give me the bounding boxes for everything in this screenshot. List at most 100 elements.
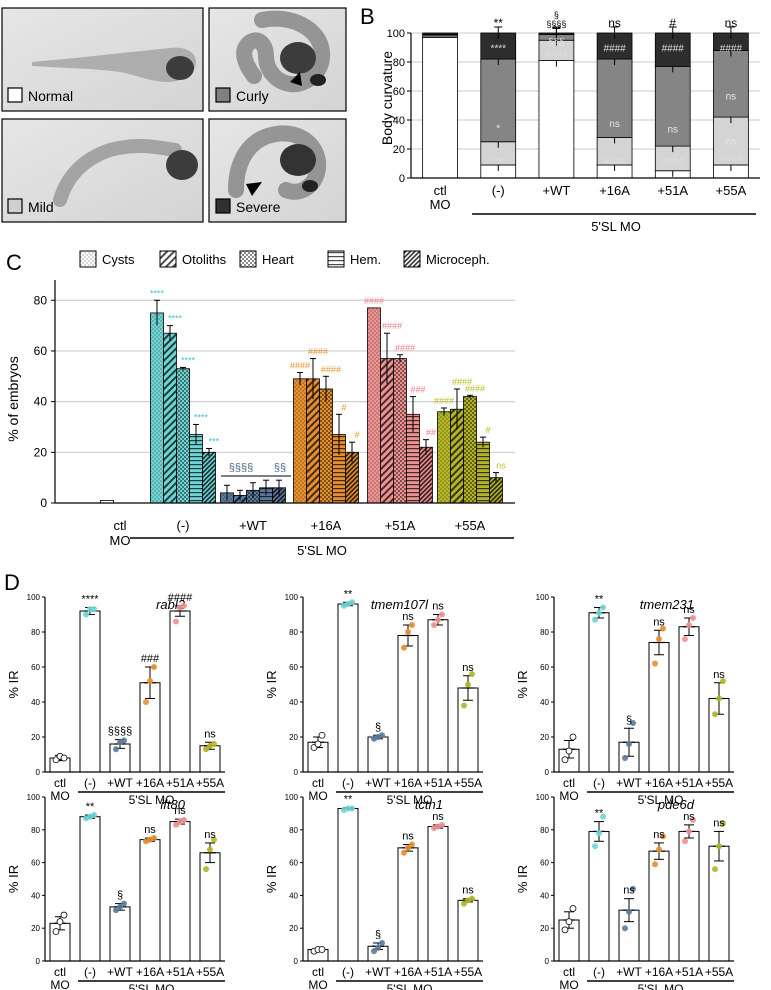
significance-label: **: [344, 794, 353, 806]
bar-segment-curly: [596, 58, 633, 138]
data-point: [121, 737, 127, 744]
significance-label: §§§§: [229, 462, 253, 474]
data-point: [465, 681, 471, 688]
group-label: 5'SL MO: [387, 793, 433, 807]
data-point: [712, 711, 718, 718]
data-point: [469, 895, 475, 902]
bar: [169, 610, 191, 773]
group-label: 5'SL MO: [638, 793, 684, 807]
category-label: ctl: [114, 518, 127, 533]
severe-label: Severe: [236, 199, 281, 215]
significance-label: ####: [382, 321, 402, 331]
significance-label: §: [375, 721, 381, 733]
bar-pattern: [380, 358, 394, 503]
y-tick-label: 40: [34, 395, 48, 409]
category-label: ctl: [312, 776, 324, 790]
category-label: +WT: [365, 965, 391, 979]
data-point: [600, 813, 606, 820]
data-point: [431, 622, 437, 628]
significance-label: ns: [496, 461, 506, 471]
bar-segment-curly: [654, 65, 691, 147]
category-label: (-): [492, 183, 505, 198]
embryo-yolk: [166, 56, 194, 80]
data-point: [630, 885, 636, 892]
category-label: +16A: [394, 965, 422, 979]
ylabel: % IR: [264, 865, 279, 893]
data-point: [622, 925, 628, 932]
embryo-photo-curly: Curly: [208, 7, 347, 112]
data-point: [91, 812, 97, 819]
data-point: [565, 918, 573, 926]
y-tick-label: 100: [27, 793, 41, 802]
bar: [337, 807, 359, 962]
y-tick-label: 40: [289, 698, 298, 707]
y-tick-label: 20: [31, 924, 40, 933]
data-point: [181, 602, 187, 609]
category-label: +16A: [645, 776, 673, 790]
data-point: [592, 843, 598, 850]
data-point: [569, 905, 577, 912]
y-tick-label: 80: [31, 826, 40, 835]
bar-pattern: [406, 414, 420, 503]
category-label: +51A: [424, 965, 452, 979]
significance-label: §: [626, 714, 632, 726]
inner-significance-label: *: [496, 123, 500, 134]
bar: [457, 899, 479, 962]
bar: [397, 635, 419, 773]
category-label: (-): [342, 965, 354, 979]
bar-pattern: [202, 452, 216, 503]
category-label: +55A: [716, 183, 747, 198]
data-point: [314, 740, 322, 748]
data-point: [565, 747, 573, 755]
bar-pattern: [189, 434, 203, 503]
arrowhead-icon: [290, 72, 302, 86]
significance-label: ns: [432, 811, 444, 823]
group-label: 5'SL MO: [297, 543, 347, 558]
ylabel: % IR: [264, 670, 279, 698]
category-label: +16A: [394, 776, 422, 790]
bar-segment-normal: [422, 36, 458, 179]
data-point: [716, 843, 722, 850]
significance-label: ns: [683, 811, 695, 823]
bar: [678, 626, 700, 773]
inner-significance-label: ####: [720, 154, 743, 165]
significance-label: **: [595, 594, 604, 606]
category-label: +51A: [657, 183, 688, 198]
data-point: [113, 746, 119, 753]
data-point: [561, 756, 569, 764]
severe-swatch: [215, 198, 231, 214]
gene-label: tctn1: [415, 797, 443, 812]
bar-pattern: [437, 411, 451, 503]
significance-label: ns: [683, 604, 695, 616]
y-tick-label: 100: [536, 593, 550, 602]
data-point: [469, 671, 475, 677]
legend-label: Cysts: [102, 252, 135, 267]
data-point: [409, 622, 415, 628]
data-point: [349, 805, 355, 812]
y-tick-label: 20: [540, 733, 549, 742]
curly-label: Curly: [236, 88, 269, 104]
gene-label: tmem231: [640, 597, 694, 612]
category-label: +WT: [543, 183, 571, 198]
category-label: +16A: [645, 965, 673, 979]
bar: [367, 736, 389, 773]
data-point: [375, 944, 381, 951]
category-label: +55A: [454, 776, 482, 790]
data-point: [60, 911, 68, 919]
y-tick-label: 0: [545, 768, 550, 777]
data-point: [682, 838, 688, 845]
bar-segment-severe: [422, 32, 458, 35]
gene-label: pde6d: [657, 797, 695, 812]
y-tick-label: 0: [294, 768, 299, 777]
bar: [427, 826, 449, 962]
bar: [427, 619, 449, 773]
category-label: +WT: [107, 776, 133, 790]
data-point: [318, 731, 326, 739]
inner-significance-label: ns: [726, 91, 737, 102]
bar: [648, 850, 670, 962]
data-point: [656, 846, 662, 853]
y-tick-label: 100: [387, 28, 405, 40]
y-tick-label: 0: [545, 957, 550, 966]
